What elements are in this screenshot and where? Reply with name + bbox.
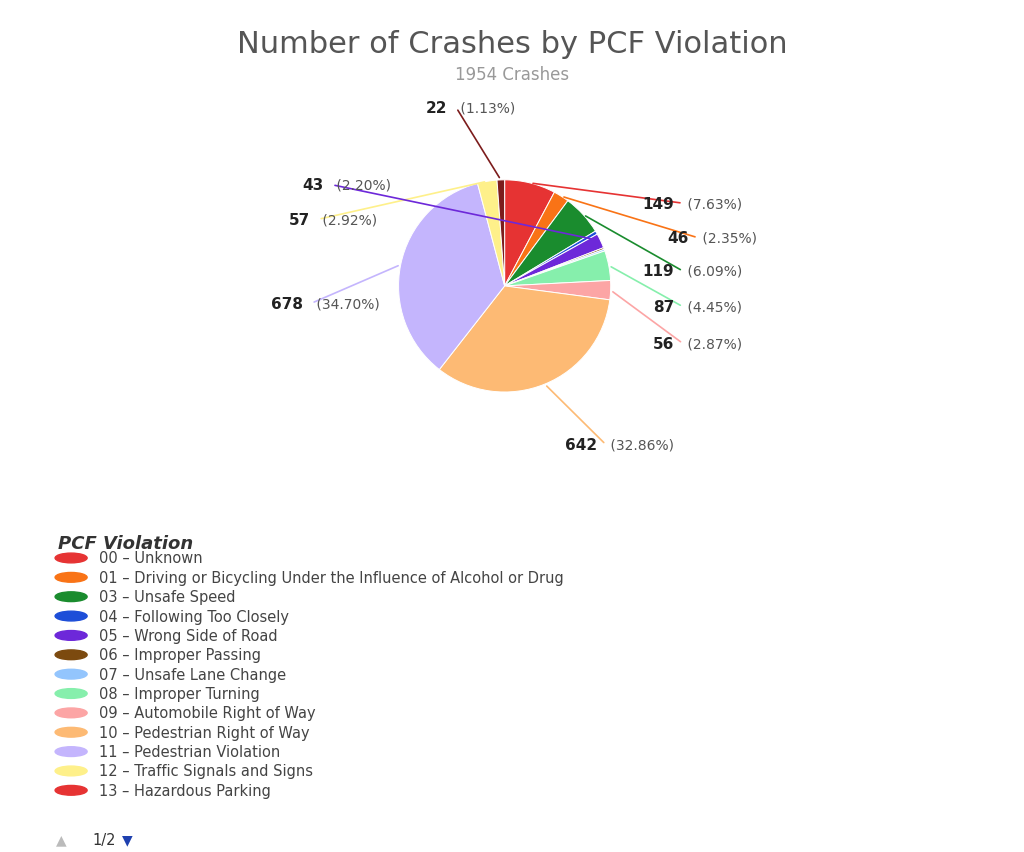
Wedge shape [398,184,505,370]
Circle shape [55,612,87,621]
Text: 01 – Driving or Bicycling Under the Influence of Alcohol or Drug: 01 – Driving or Bicycling Under the Infl… [99,570,564,585]
Text: ▲: ▲ [56,832,67,846]
Text: 08 – Improper Turning: 08 – Improper Turning [99,686,260,701]
Wedge shape [505,201,596,286]
Text: 43: 43 [302,178,324,193]
Text: 04 – Following Too Closely: 04 – Following Too Closely [99,609,290,624]
Text: 00 – Unknown: 00 – Unknown [99,551,203,566]
Wedge shape [505,281,610,301]
Text: ▼: ▼ [122,832,133,846]
Text: 05 – Wrong Side of Road: 05 – Wrong Side of Road [99,628,278,643]
Circle shape [55,766,87,776]
Text: (34.70%): (34.70%) [311,296,379,311]
Circle shape [55,670,87,679]
Text: 07 – Unsafe Lane Change: 07 – Unsafe Lane Change [99,667,287,682]
Text: (7.63%): (7.63%) [683,197,741,211]
Text: 10 – Pedestrian Right of Way: 10 – Pedestrian Right of Way [99,725,310,740]
Circle shape [55,786,87,795]
Text: 87: 87 [652,300,674,314]
Text: 46: 46 [668,231,689,246]
Circle shape [55,592,87,602]
Circle shape [55,573,87,583]
Text: 642: 642 [565,437,597,452]
Text: 1/2: 1/2 [93,832,117,847]
Text: 06 – Improper Passing: 06 – Improper Passing [99,648,261,663]
Text: 149: 149 [642,197,674,211]
Text: 678: 678 [270,296,303,311]
Wedge shape [505,181,554,286]
Wedge shape [505,250,605,286]
Text: (2.20%): (2.20%) [332,179,391,193]
Wedge shape [505,248,604,286]
Circle shape [55,630,87,641]
Text: 13 – Hazardous Parking: 13 – Hazardous Parking [99,783,271,797]
Circle shape [55,688,87,699]
Circle shape [55,728,87,737]
Text: (2.35%): (2.35%) [697,232,757,245]
Wedge shape [505,235,603,286]
Text: (32.86%): (32.86%) [606,438,674,452]
Text: 11 – Pedestrian Violation: 11 – Pedestrian Violation [99,745,281,759]
Wedge shape [505,251,610,286]
Circle shape [55,708,87,718]
Text: Number of Crashes by PCF Violation: Number of Crashes by PCF Violation [237,30,787,59]
Text: (6.09%): (6.09%) [683,265,742,279]
Text: (4.45%): (4.45%) [683,300,741,314]
Wedge shape [439,286,610,393]
Text: 09 – Automobile Right of Way: 09 – Automobile Right of Way [99,705,316,721]
Text: 03 – Unsafe Speed: 03 – Unsafe Speed [99,590,236,605]
Text: 12 – Traffic Signals and Signs: 12 – Traffic Signals and Signs [99,763,313,779]
Text: (1.13%): (1.13%) [457,101,516,116]
Text: 22: 22 [426,101,447,116]
Circle shape [55,554,87,563]
Wedge shape [497,181,505,286]
Circle shape [55,747,87,757]
Text: (2.87%): (2.87%) [683,337,741,351]
Text: PCF Violation: PCF Violation [58,534,194,552]
Wedge shape [505,193,568,286]
Wedge shape [505,232,597,286]
Circle shape [55,650,87,660]
Text: (2.92%): (2.92%) [318,213,378,227]
Text: 57: 57 [289,212,309,227]
Text: 119: 119 [642,264,674,279]
Text: 56: 56 [652,337,674,352]
Text: 1954 Crashes: 1954 Crashes [455,66,569,83]
Wedge shape [477,181,505,286]
